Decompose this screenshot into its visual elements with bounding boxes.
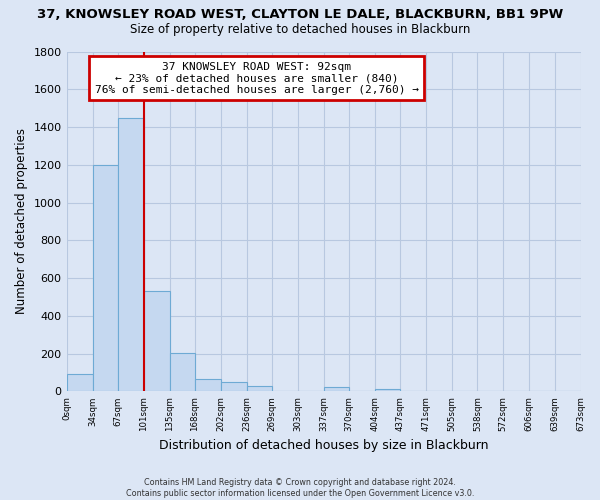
- Text: 37 KNOWSLEY ROAD WEST: 92sqm
← 23% of detached houses are smaller (840)
76% of s: 37 KNOWSLEY ROAD WEST: 92sqm ← 23% of de…: [95, 62, 419, 95]
- Bar: [143, 292, 170, 392]
- Bar: [221, 382, 247, 392]
- Bar: [118, 118, 143, 392]
- Text: Size of property relative to detached houses in Blackburn: Size of property relative to detached ho…: [130, 22, 470, 36]
- Bar: [375, 388, 400, 392]
- Bar: [67, 374, 92, 392]
- Bar: [170, 352, 195, 392]
- X-axis label: Distribution of detached houses by size in Blackburn: Distribution of detached houses by size …: [159, 440, 488, 452]
- Bar: [92, 165, 118, 392]
- Bar: [195, 379, 221, 392]
- Bar: [324, 388, 349, 392]
- Bar: [247, 386, 272, 392]
- Y-axis label: Number of detached properties: Number of detached properties: [15, 128, 28, 314]
- Text: 37, KNOWSLEY ROAD WEST, CLAYTON LE DALE, BLACKBURN, BB1 9PW: 37, KNOWSLEY ROAD WEST, CLAYTON LE DALE,…: [37, 8, 563, 20]
- Text: Contains HM Land Registry data © Crown copyright and database right 2024.
Contai: Contains HM Land Registry data © Crown c…: [126, 478, 474, 498]
